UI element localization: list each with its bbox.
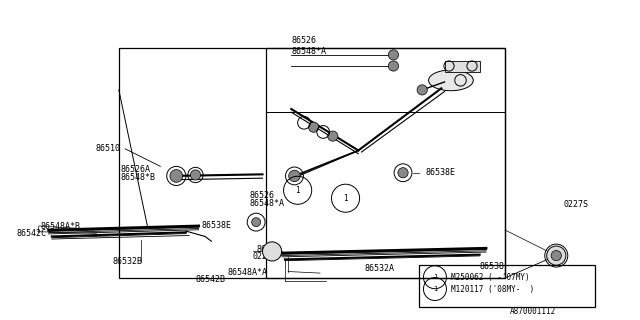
Ellipse shape [551, 251, 561, 261]
Text: 1: 1 [295, 186, 300, 195]
Text: 86548*A: 86548*A [291, 47, 326, 56]
Ellipse shape [262, 242, 282, 261]
Ellipse shape [429, 70, 473, 91]
Text: 86526: 86526 [291, 36, 316, 45]
Text: 86538E: 86538E [202, 221, 232, 230]
Text: 86532A: 86532A [365, 264, 395, 273]
Text: 86542B: 86542B [195, 275, 225, 284]
Text: 86542C: 86542C [17, 229, 47, 238]
Ellipse shape [190, 170, 200, 180]
Ellipse shape [388, 50, 399, 60]
Bar [419, 265, 595, 307]
Text: 0227S: 0227S [253, 252, 278, 261]
Text: 86548*A: 86548*A [250, 198, 285, 207]
Text: 0227S: 0227S [564, 200, 589, 209]
Text: 86532B: 86532B [113, 258, 143, 267]
Text: M250062 ( -'07MY): M250062 ( -'07MY) [451, 273, 529, 282]
Bar [266, 49, 505, 278]
Ellipse shape [547, 246, 566, 265]
Text: 86538: 86538 [479, 262, 505, 271]
Ellipse shape [417, 85, 428, 95]
Text: 1: 1 [433, 274, 437, 280]
Text: 86548A*A: 86548A*A [227, 268, 268, 277]
Bar [445, 61, 479, 72]
Text: A870001112: A870001112 [510, 307, 557, 316]
Text: 86510: 86510 [95, 144, 120, 153]
Text: 1: 1 [433, 286, 437, 292]
Text: 86526A: 86526A [121, 165, 151, 174]
Text: 86538: 86538 [256, 245, 281, 254]
Text: 86548A*B: 86548A*B [41, 222, 81, 231]
Text: 86548*B: 86548*B [121, 173, 156, 182]
Text: 86538E: 86538E [426, 168, 456, 177]
Ellipse shape [170, 170, 182, 182]
Ellipse shape [388, 61, 399, 71]
Text: 1: 1 [343, 194, 348, 203]
Ellipse shape [308, 122, 319, 132]
Ellipse shape [398, 168, 408, 178]
Ellipse shape [289, 170, 300, 182]
Ellipse shape [328, 131, 338, 141]
Bar [119, 49, 505, 278]
Text: M120117 ('08MY-  ): M120117 ('08MY- ) [451, 284, 534, 293]
Text: 86526: 86526 [250, 190, 275, 200]
Ellipse shape [252, 218, 260, 227]
